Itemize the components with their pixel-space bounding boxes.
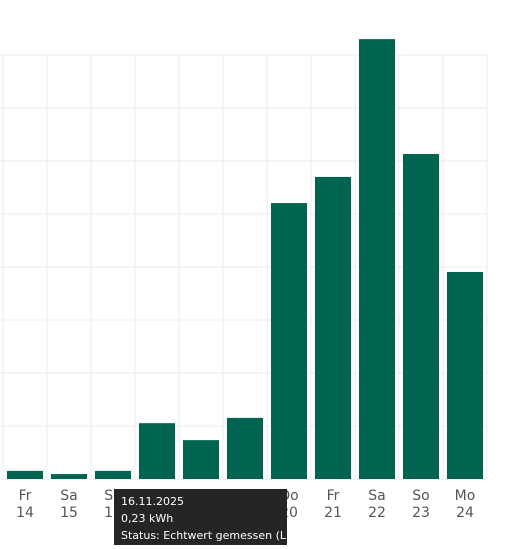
x-tick-day: 24	[456, 505, 474, 521]
x-tick-weekday: Fr	[327, 488, 340, 504]
x-tick-weekday: Mo	[455, 488, 476, 504]
tooltip-value: 0,23 kWh	[121, 512, 173, 525]
bar	[271, 203, 307, 479]
bar	[227, 417, 263, 479]
x-tick-weekday: Fr	[19, 488, 32, 504]
bar	[447, 271, 483, 479]
tooltip: 16.11.2025 0,23 kWh Status: Echtwert gem…	[114, 489, 297, 545]
x-tick-day: 15	[60, 505, 78, 521]
bar	[183, 440, 219, 479]
x-tick-day: 23	[412, 505, 430, 521]
bar	[139, 423, 175, 479]
tooltip-box	[114, 489, 287, 545]
tooltip-date: 16.11.2025	[121, 495, 184, 508]
x-tick-day: 14	[16, 505, 34, 521]
bar	[51, 474, 87, 479]
x-tick-day: 21	[324, 505, 342, 521]
bar	[7, 470, 43, 479]
bar	[403, 153, 439, 480]
bar	[359, 39, 395, 479]
bar	[315, 176, 351, 479]
tooltip-status: Status: Echtwert gemessen (L1)	[121, 529, 297, 542]
x-tick-weekday: Sa	[368, 488, 385, 504]
bar	[95, 470, 131, 479]
x-tick-day: 22	[368, 505, 386, 521]
x-tick-weekday: So	[412, 488, 429, 504]
x-tick-weekday: Sa	[60, 488, 77, 504]
